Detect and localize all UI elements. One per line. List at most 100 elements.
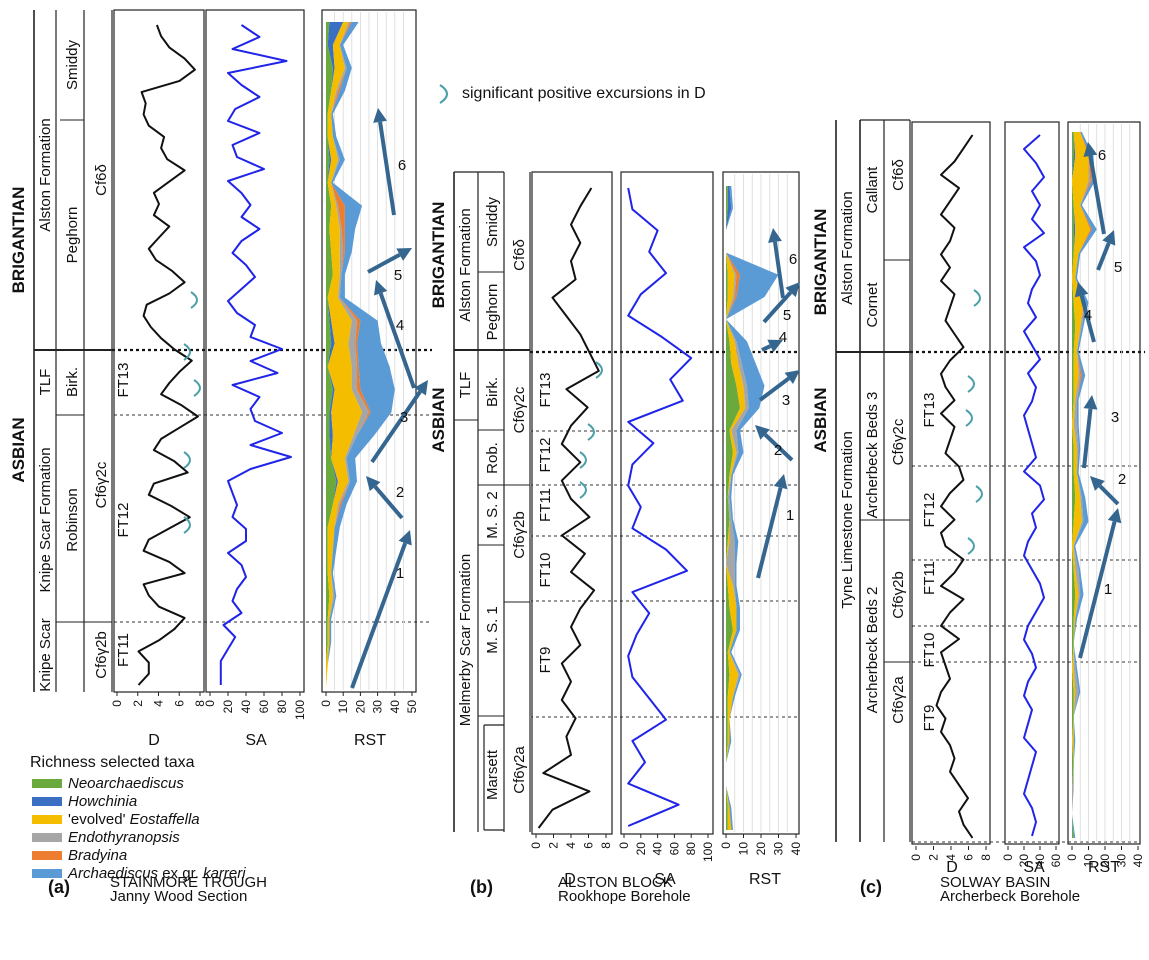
a6-arrow-shaft (378, 121, 396, 216)
legend-label: Bradyina (68, 846, 128, 864)
column-title: D (946, 859, 958, 876)
tick-label: 50 (405, 700, 419, 714)
c1-arrow-label: 1 (1104, 581, 1112, 598)
a2-arrow-head (366, 476, 381, 492)
zone-label: Cf6γ2a (511, 746, 528, 794)
legend-label: Endothyranopsis (68, 828, 180, 846)
a3-arrow-head (414, 380, 428, 396)
foram-zone-label: FT10 (537, 552, 554, 587)
foram-zone-label: FT9 (537, 647, 554, 674)
column-title: SA (1023, 859, 1045, 876)
rst-b-area-5 (726, 186, 779, 830)
tick-label: 8 (599, 842, 613, 849)
column-title: RST (354, 732, 386, 749)
zone-label: Cf6γ2b (890, 571, 907, 619)
tick-label: 0 (617, 842, 631, 849)
member-label: Archerbeck Beds 2 (864, 587, 881, 714)
d-series-line (537, 187, 600, 829)
b3-arrow-shaft (758, 376, 790, 402)
sa-series-line (219, 24, 292, 685)
b3-arrow-head (784, 370, 800, 384)
b6-arrow-label: 6 (789, 251, 797, 268)
b2-arrow-shaft (763, 433, 794, 462)
tick-label: 60 (667, 842, 681, 856)
legend-item: 'evolved' Eostaffella (30, 810, 370, 828)
b3-arrow-label: 3 (782, 392, 790, 409)
foram-zone-label: FT11 (115, 633, 132, 667)
tick-label: 80 (684, 842, 698, 856)
c1-arrow-shaft (1078, 521, 1117, 659)
tick-label: 20 (353, 700, 367, 714)
tick-label: 6 (172, 700, 186, 707)
caption-line1: STAINMORE TROUGH (110, 874, 267, 891)
legend-label: Archaediscus ex gr. karreri (68, 864, 246, 882)
tick-label: 20 (754, 842, 768, 856)
tick-label: 100 (293, 700, 307, 720)
legend-swatch (32, 814, 62, 824)
tick-label: 60 (257, 700, 271, 714)
formation-label: Knipe Scar Formation (37, 447, 54, 592)
c5-arrow-head (1102, 230, 1116, 246)
c5-arrow-label: 5 (1114, 259, 1122, 276)
legend-item: Bradyina (30, 846, 370, 864)
tick-label: 40 (651, 842, 665, 856)
member-label: Smiddy (484, 196, 501, 247)
foram-zone-label: FT10 (921, 632, 938, 667)
c4-arrow-head (1074, 282, 1089, 298)
legend-swatch (32, 850, 62, 860)
a6-arrow-label: 6 (398, 157, 406, 174)
foram-zone-label: FT9 (921, 705, 938, 732)
tick-label: 4 (152, 700, 166, 707)
tick-label: 30 (371, 700, 385, 714)
excursion-bracket (965, 409, 973, 427)
foram-zone-label: FT11 (537, 488, 554, 522)
tick-label: 20 (1017, 854, 1031, 868)
tick-label: 6 (962, 854, 976, 861)
excursion-bracket (183, 451, 191, 469)
foram-zone-label: FT13 (537, 372, 554, 407)
excursion-bracket (595, 361, 603, 379)
column-title: SA (245, 732, 267, 749)
rst-a-area-2 (326, 22, 363, 688)
stage-label: ASBIAN (9, 417, 28, 482)
a5-arrow-shaft (367, 252, 401, 274)
a2-arrow-label: 2 (396, 484, 404, 501)
column-title: D (564, 871, 576, 888)
b6-arrow-shaft (773, 241, 785, 299)
member-label: Archerbeck Beds 3 (864, 392, 881, 519)
tick-label: 0 (203, 700, 217, 707)
a6-arrow-head (373, 108, 387, 123)
zone-label: Cf6γ2c (93, 461, 110, 508)
c3-arrow-label: 3 (1111, 409, 1119, 426)
excursion-bracket (579, 451, 587, 469)
sa-column-frame (205, 9, 305, 693)
tick-label: 40 (789, 842, 803, 856)
a2-arrow-shaft (373, 485, 404, 520)
excursion-bracket (587, 423, 595, 441)
stage-label: BRIGANTIAN (811, 209, 830, 316)
a4-arrow-label: 4 (396, 317, 404, 334)
tick-label: 30 (772, 842, 786, 856)
excursion-bracket (183, 516, 191, 534)
formation-label: Alston Formation (839, 191, 856, 304)
member-label: Callant (864, 166, 881, 214)
member-label: M. S. 1 (484, 606, 501, 654)
formation-label: TLF (457, 372, 474, 399)
tick-label: 20 (221, 700, 235, 714)
stage-label: ASBIAN (811, 387, 830, 452)
a3-arrow-label: 3 (400, 409, 408, 426)
legend-label: Neoarchaediscus (68, 774, 184, 792)
a1-arrow-head (398, 530, 412, 546)
tick-label: 40 (1033, 854, 1047, 868)
zone-label: Cf6γ2a (890, 676, 907, 724)
column-title: SA (654, 871, 676, 888)
tick-label: 40 (239, 700, 253, 714)
caption-letter: (a) (48, 877, 70, 897)
column-title: D (148, 732, 160, 749)
legend-item: Neoarchaediscus (30, 774, 370, 792)
rst-a-area-5 (326, 22, 395, 688)
zone-label: Cf6γ2b (93, 631, 110, 679)
foram-zone-label: FT12 (537, 437, 554, 472)
formation-label: Alston Formation (457, 208, 474, 321)
foram-zone-label: FT13 (921, 392, 938, 427)
